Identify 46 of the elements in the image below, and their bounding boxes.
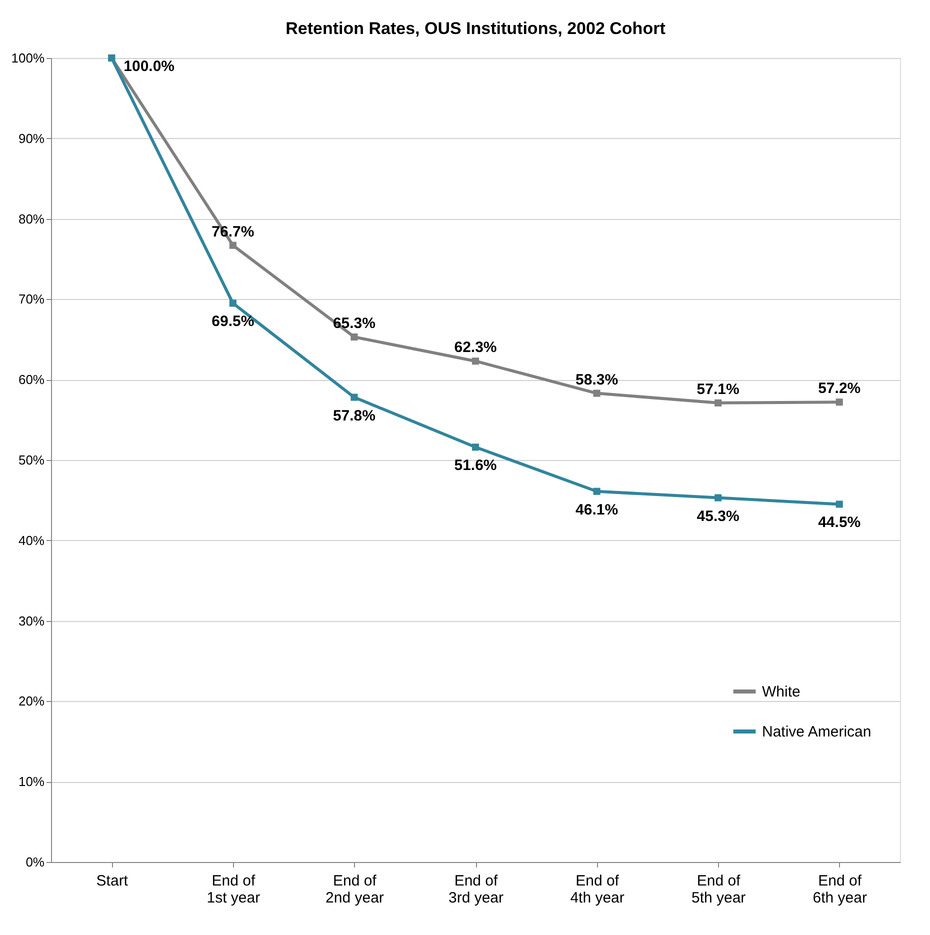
point [714,399,722,406]
data-label: 76.7% [212,223,254,240]
point [229,242,236,249]
y-tick-label: 90% [18,130,45,146]
y-tick-label: 80% [18,211,45,226]
x-tick-label: End of 3rd year [448,872,504,906]
data-label: 57.8% [332,407,376,424]
data-label: 51.6% [454,457,497,474]
x-tick-label: Start [96,872,129,890]
point [836,500,843,508]
data-label: 57.2% [818,380,861,398]
y-tick-label: 100% [11,50,45,66]
x-tick-label: End of 5th year [691,872,746,906]
y-tick-label: 0% [26,854,45,870]
x-tick-label: End of 2nd year [326,872,384,906]
point [350,333,358,341]
point [714,494,722,502]
y-tick-label: 50% [18,452,45,468]
legend-label: White [762,684,800,700]
y-tick-label: 60% [18,372,45,388]
point [472,358,480,365]
point [350,394,358,401]
data-label: 69.5% [212,313,254,330]
y-tick-label: 30% [18,613,45,628]
data-label: 62.3% [454,339,497,356]
data-label: 58.3% [576,371,618,388]
data-label: 65.3% [332,314,376,332]
data-label: 44.5% [818,514,861,532]
x-tick-label: End of 1st year [206,872,260,906]
data-label: 46.1% [576,501,618,518]
point [836,398,843,406]
y-tick-label: 40% [18,532,45,548]
legend-label: Native American [762,724,872,740]
x-tick-label: End of 6th year [812,872,867,906]
data-label: 57.1% [696,380,740,398]
y-tick-label: 10% [18,774,45,790]
chart-title: Retention Rates, OUS Institutions, 2002 Cohort [286,19,666,38]
point [593,488,600,495]
data-label: 45.3% [696,508,740,525]
x-tick-label: End of 4th year [570,872,624,906]
point [229,300,236,307]
point [472,444,480,451]
point [593,390,600,397]
y-tick-label: 20% [18,694,45,709]
y-tick-label: 70% [18,292,45,307]
data-label: 100.0% [124,58,175,75]
